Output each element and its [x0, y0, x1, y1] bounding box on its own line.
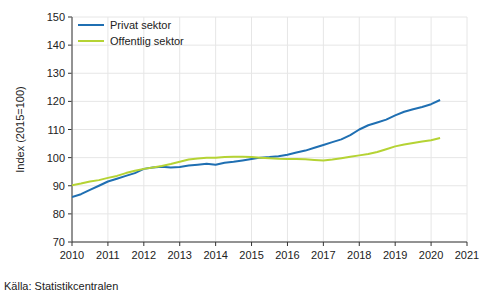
chart: 70 80 90 100 110 120 130 140 150 2010 2011 2012 2013… — [0, 0, 493, 304]
tick-label: 2015 — [239, 249, 263, 261]
grid-line — [72, 129, 467, 130]
grid-line — [395, 17, 396, 242]
tick — [251, 242, 252, 246]
legend-swatch — [78, 24, 104, 26]
grid-line — [72, 213, 467, 214]
series-line — [72, 100, 440, 197]
tick-label: 2012 — [132, 249, 156, 261]
tick-label: 2011 — [96, 249, 120, 261]
legend-swatch — [78, 40, 104, 42]
tick-label: 2017 — [311, 249, 335, 261]
y-axis — [72, 17, 73, 242]
tick — [323, 242, 324, 246]
tick — [68, 242, 72, 243]
tick-label: 2013 — [167, 249, 191, 261]
tick — [359, 242, 360, 246]
grid-line — [107, 17, 108, 242]
x-axis — [72, 242, 467, 243]
grid-line — [251, 17, 252, 242]
tick-label: 2016 — [275, 249, 299, 261]
source: Källa: Statistikcentralen — [4, 280, 118, 292]
tick — [68, 129, 72, 130]
tick — [107, 242, 108, 246]
series-line — [72, 138, 440, 185]
tick — [68, 73, 72, 74]
grid-line — [467, 17, 468, 242]
tick — [143, 242, 144, 246]
tick — [215, 242, 216, 246]
tick-label: 2019 — [383, 249, 407, 261]
y-label: Index (2015=100) — [14, 86, 26, 173]
tick-label: 2014 — [203, 249, 227, 261]
tick — [467, 242, 468, 246]
legend-label: Offentlig sektor — [110, 35, 184, 47]
tick-label: 140 — [47, 39, 65, 51]
tick — [68, 17, 72, 18]
tick — [72, 242, 73, 246]
grid-line — [179, 17, 180, 242]
grid-line — [72, 17, 467, 18]
tick-label: 150 — [47, 11, 65, 23]
grid-line — [287, 17, 288, 242]
grid-line — [72, 242, 467, 243]
tick-label: 90 — [53, 180, 65, 192]
legend-label: Privat sektor — [110, 19, 171, 31]
grid-line — [72, 101, 467, 102]
tick-label: 2018 — [347, 249, 371, 261]
grid-line — [431, 17, 432, 242]
tick-label: 70 — [53, 236, 65, 248]
tick-label: 80 — [53, 208, 65, 220]
grid-line — [72, 17, 73, 242]
tick — [179, 242, 180, 246]
tick — [68, 213, 72, 214]
grid-line — [72, 73, 467, 74]
tick-label: 2010 — [60, 249, 84, 261]
tick — [68, 101, 72, 102]
grid-line — [143, 17, 144, 242]
grid-line — [72, 185, 467, 186]
tick — [68, 45, 72, 46]
tick — [431, 242, 432, 246]
tick-label: 2021 — [455, 249, 479, 261]
tick-label: 110 — [47, 124, 65, 136]
tick — [287, 242, 288, 246]
tick — [68, 185, 72, 186]
plot-area — [72, 100, 440, 197]
tick-label: 2020 — [419, 249, 443, 261]
tick-label: 100 — [47, 152, 65, 164]
tick — [395, 242, 396, 246]
grid-line — [215, 17, 216, 242]
grid-line — [323, 17, 324, 242]
tick-label: 130 — [47, 67, 65, 79]
tick — [68, 157, 72, 158]
tick-label: 120 — [47, 95, 65, 107]
